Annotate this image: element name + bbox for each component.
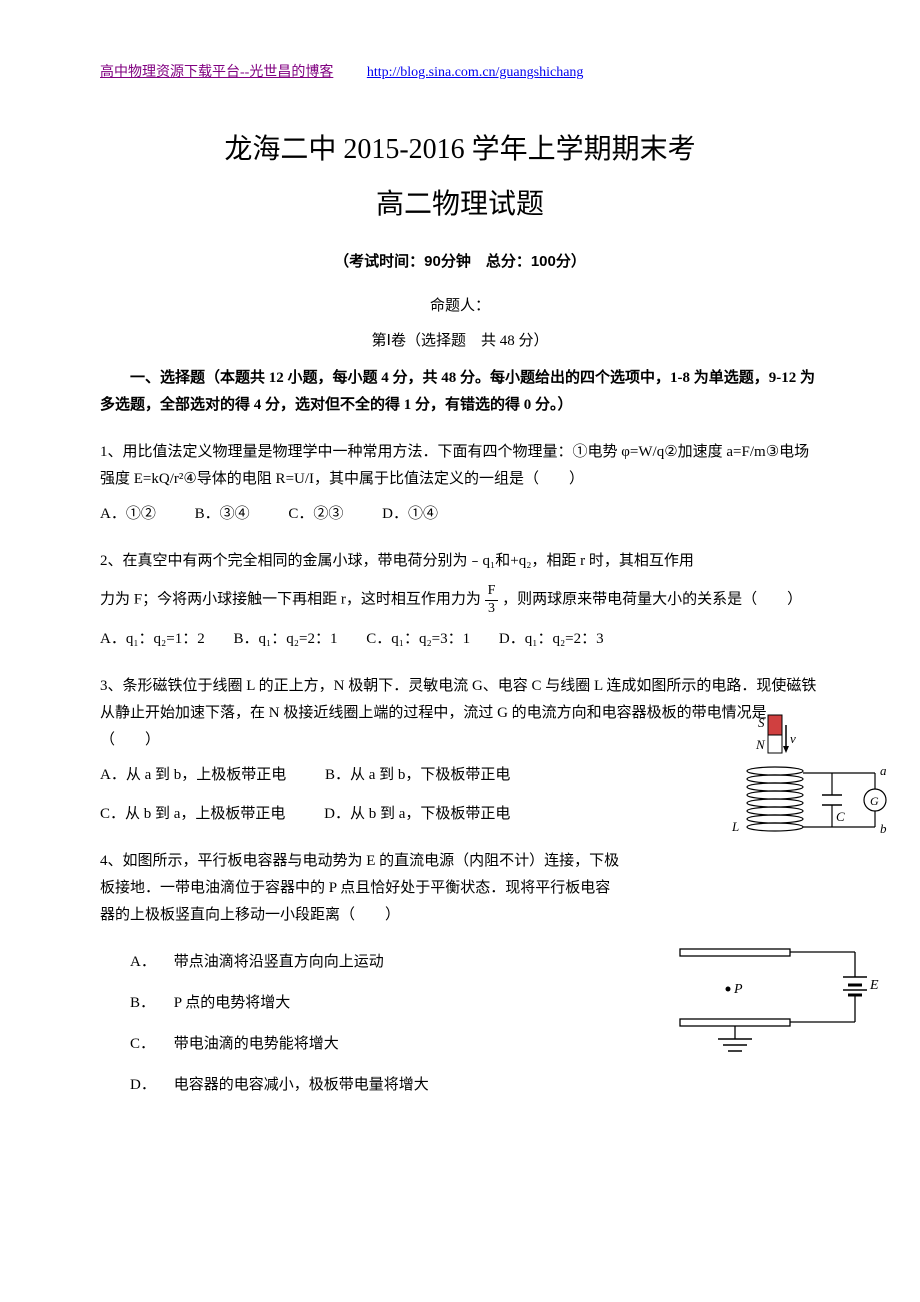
label-g: G	[870, 794, 879, 808]
title-main: 龙海二中 2015-2016 学年上学期期末考	[100, 125, 820, 175]
q3-circuit-diagram: S N v L C G a b	[720, 713, 890, 863]
magnet-s-pole	[768, 715, 782, 735]
point-p-dot	[726, 986, 731, 991]
q4-letter-b: B．	[130, 990, 170, 1017]
label-a: a	[880, 763, 887, 778]
author-line: 命题人：	[100, 293, 820, 320]
q2-option-b: B．q₁：q₂=2：1	[234, 626, 338, 653]
label-s: S	[758, 715, 765, 730]
q4-circuit-diagram: P E	[670, 927, 880, 1067]
cap-top-plate	[680, 949, 790, 956]
q4-option-d: D． 电容器的电容减小，极板带电量将增大	[130, 1072, 820, 1099]
label-p: P	[733, 982, 743, 997]
q2-text2: 力为 F；今将两小球接触一下再相距 r，这时相互作用力为 F 3 ，则两球原来带…	[100, 583, 820, 618]
q3-option-c: C．从 b 到 a，上极板带正电	[100, 801, 285, 828]
coil-icon	[747, 767, 803, 831]
q3-option-a: A．从 a 到 b，上极板带正电	[100, 762, 286, 789]
velocity-arrow-head	[783, 746, 789, 753]
title-sub: 高二物理试题	[100, 180, 820, 230]
q1-option-a: A．①②	[100, 501, 156, 528]
q4-text: 4、如图所示，平行板电容器与电动势为 E 的直流电源（内阻不计）连接，下极板接地…	[100, 848, 620, 929]
q3-text: 3、条形磁铁位于线圈 L 的正上方，N 极朝下．灵敏电流 G、电容 C 与线圈 …	[100, 673, 820, 754]
q1-option-d: D．①④	[382, 501, 438, 528]
q2-text2a: 力为 F；今将两小球接触一下再相距 r，这时相互作用力为	[100, 592, 481, 608]
label-e: E	[869, 978, 879, 993]
blog-url-link[interactable]: http://blog.sina.com.cn/guangshichang	[367, 65, 584, 80]
q4-option-c-text: 带电油滴的电势能将增大	[174, 1036, 339, 1052]
q1-option-c: C．②③	[288, 501, 343, 528]
frac-den: 3	[485, 601, 499, 618]
q2-text2b: ，则两球原来带电荷量大小的关系是（ ）	[502, 592, 802, 608]
q2-options: A．q₁：q₂=1：2 B．q₁：q₂=2：1 C．q₁：q₂=3：1 D．q₁…	[100, 626, 820, 653]
q1-text: 1、用比值法定义物理量是物理学中一种常用方法．下面有四个物理量：①电势 φ=W/…	[100, 439, 820, 493]
label-b: b	[880, 821, 887, 836]
frac-num: F	[485, 583, 499, 601]
q4-letter-d: D．	[130, 1072, 170, 1099]
q4-option-b-text: P 点的电势将增大	[174, 995, 291, 1011]
label-c: C	[836, 809, 845, 824]
label-n: N	[755, 737, 766, 752]
question-4: 4、如图所示，平行板电容器与电动势为 E 的直流电源（内阻不计）连接，下极板接地…	[100, 848, 820, 1113]
q4-option-a-text: 带点油滴将沿竖直方向向上运动	[174, 954, 384, 970]
label-l: L	[731, 819, 739, 834]
instructions: 一、选择题（本题共 12 小题，每小题 4 分，共 48 分。每小题给出的四个选…	[100, 365, 820, 419]
label-v: v	[790, 731, 796, 746]
question-1: 1、用比值法定义物理量是物理学中一种常用方法．下面有四个物理量：①电势 φ=W/…	[100, 439, 820, 528]
q4-letter-a: A．	[130, 949, 170, 976]
q1-options: A．①② B．③④ C．②③ D．①④	[100, 501, 820, 528]
q2-option-a: A．q₁：q₂=1：2	[100, 626, 205, 653]
question-2: 2、在真空中有两个完全相同的金属小球，带电荷分别为﹣q₁和+q₂，相距 r 时，…	[100, 548, 820, 653]
q3-option-d: D．从 b 到 a，下极板带正电	[324, 801, 510, 828]
fraction-f-over-3: F 3	[485, 583, 499, 618]
q1-option-b: B．③④	[195, 501, 250, 528]
q2-text1: 2、在真空中有两个完全相同的金属小球，带电荷分别为﹣q₁和+q₂，相距 r 时，…	[100, 548, 820, 575]
q4-option-d-text: 电容器的电容减小，极板带电量将增大	[174, 1077, 429, 1093]
q2-option-d: D．q₁：q₂=2：3	[499, 626, 604, 653]
section-header: 第Ⅰ卷（选择题 共 48 分）	[100, 328, 820, 355]
q3-option-b: B．从 a 到 b，下极板带正电	[325, 762, 510, 789]
blog-name-link[interactable]: 高中物理资源下载平台--光世昌的博客	[100, 65, 333, 80]
cap-bottom-plate	[680, 1019, 790, 1026]
q2-option-c: C．q₁：q₂=3：1	[366, 626, 470, 653]
header-links: 高中物理资源下载平台--光世昌的博客 http://blog.sina.com.…	[100, 60, 820, 85]
question-3: 3、条形磁铁位于线圈 L 的正上方，N 极朝下．灵敏电流 G、电容 C 与线圈 …	[100, 673, 820, 828]
q4-letter-c: C．	[130, 1031, 170, 1058]
magnet-n-pole	[768, 735, 782, 753]
q3-options: A．从 a 到 b，上极板带正电 B．从 a 到 b，下极板带正电 C．从 b …	[100, 762, 600, 828]
exam-info: （考试时间：90分钟 总分：100分）	[100, 248, 820, 275]
